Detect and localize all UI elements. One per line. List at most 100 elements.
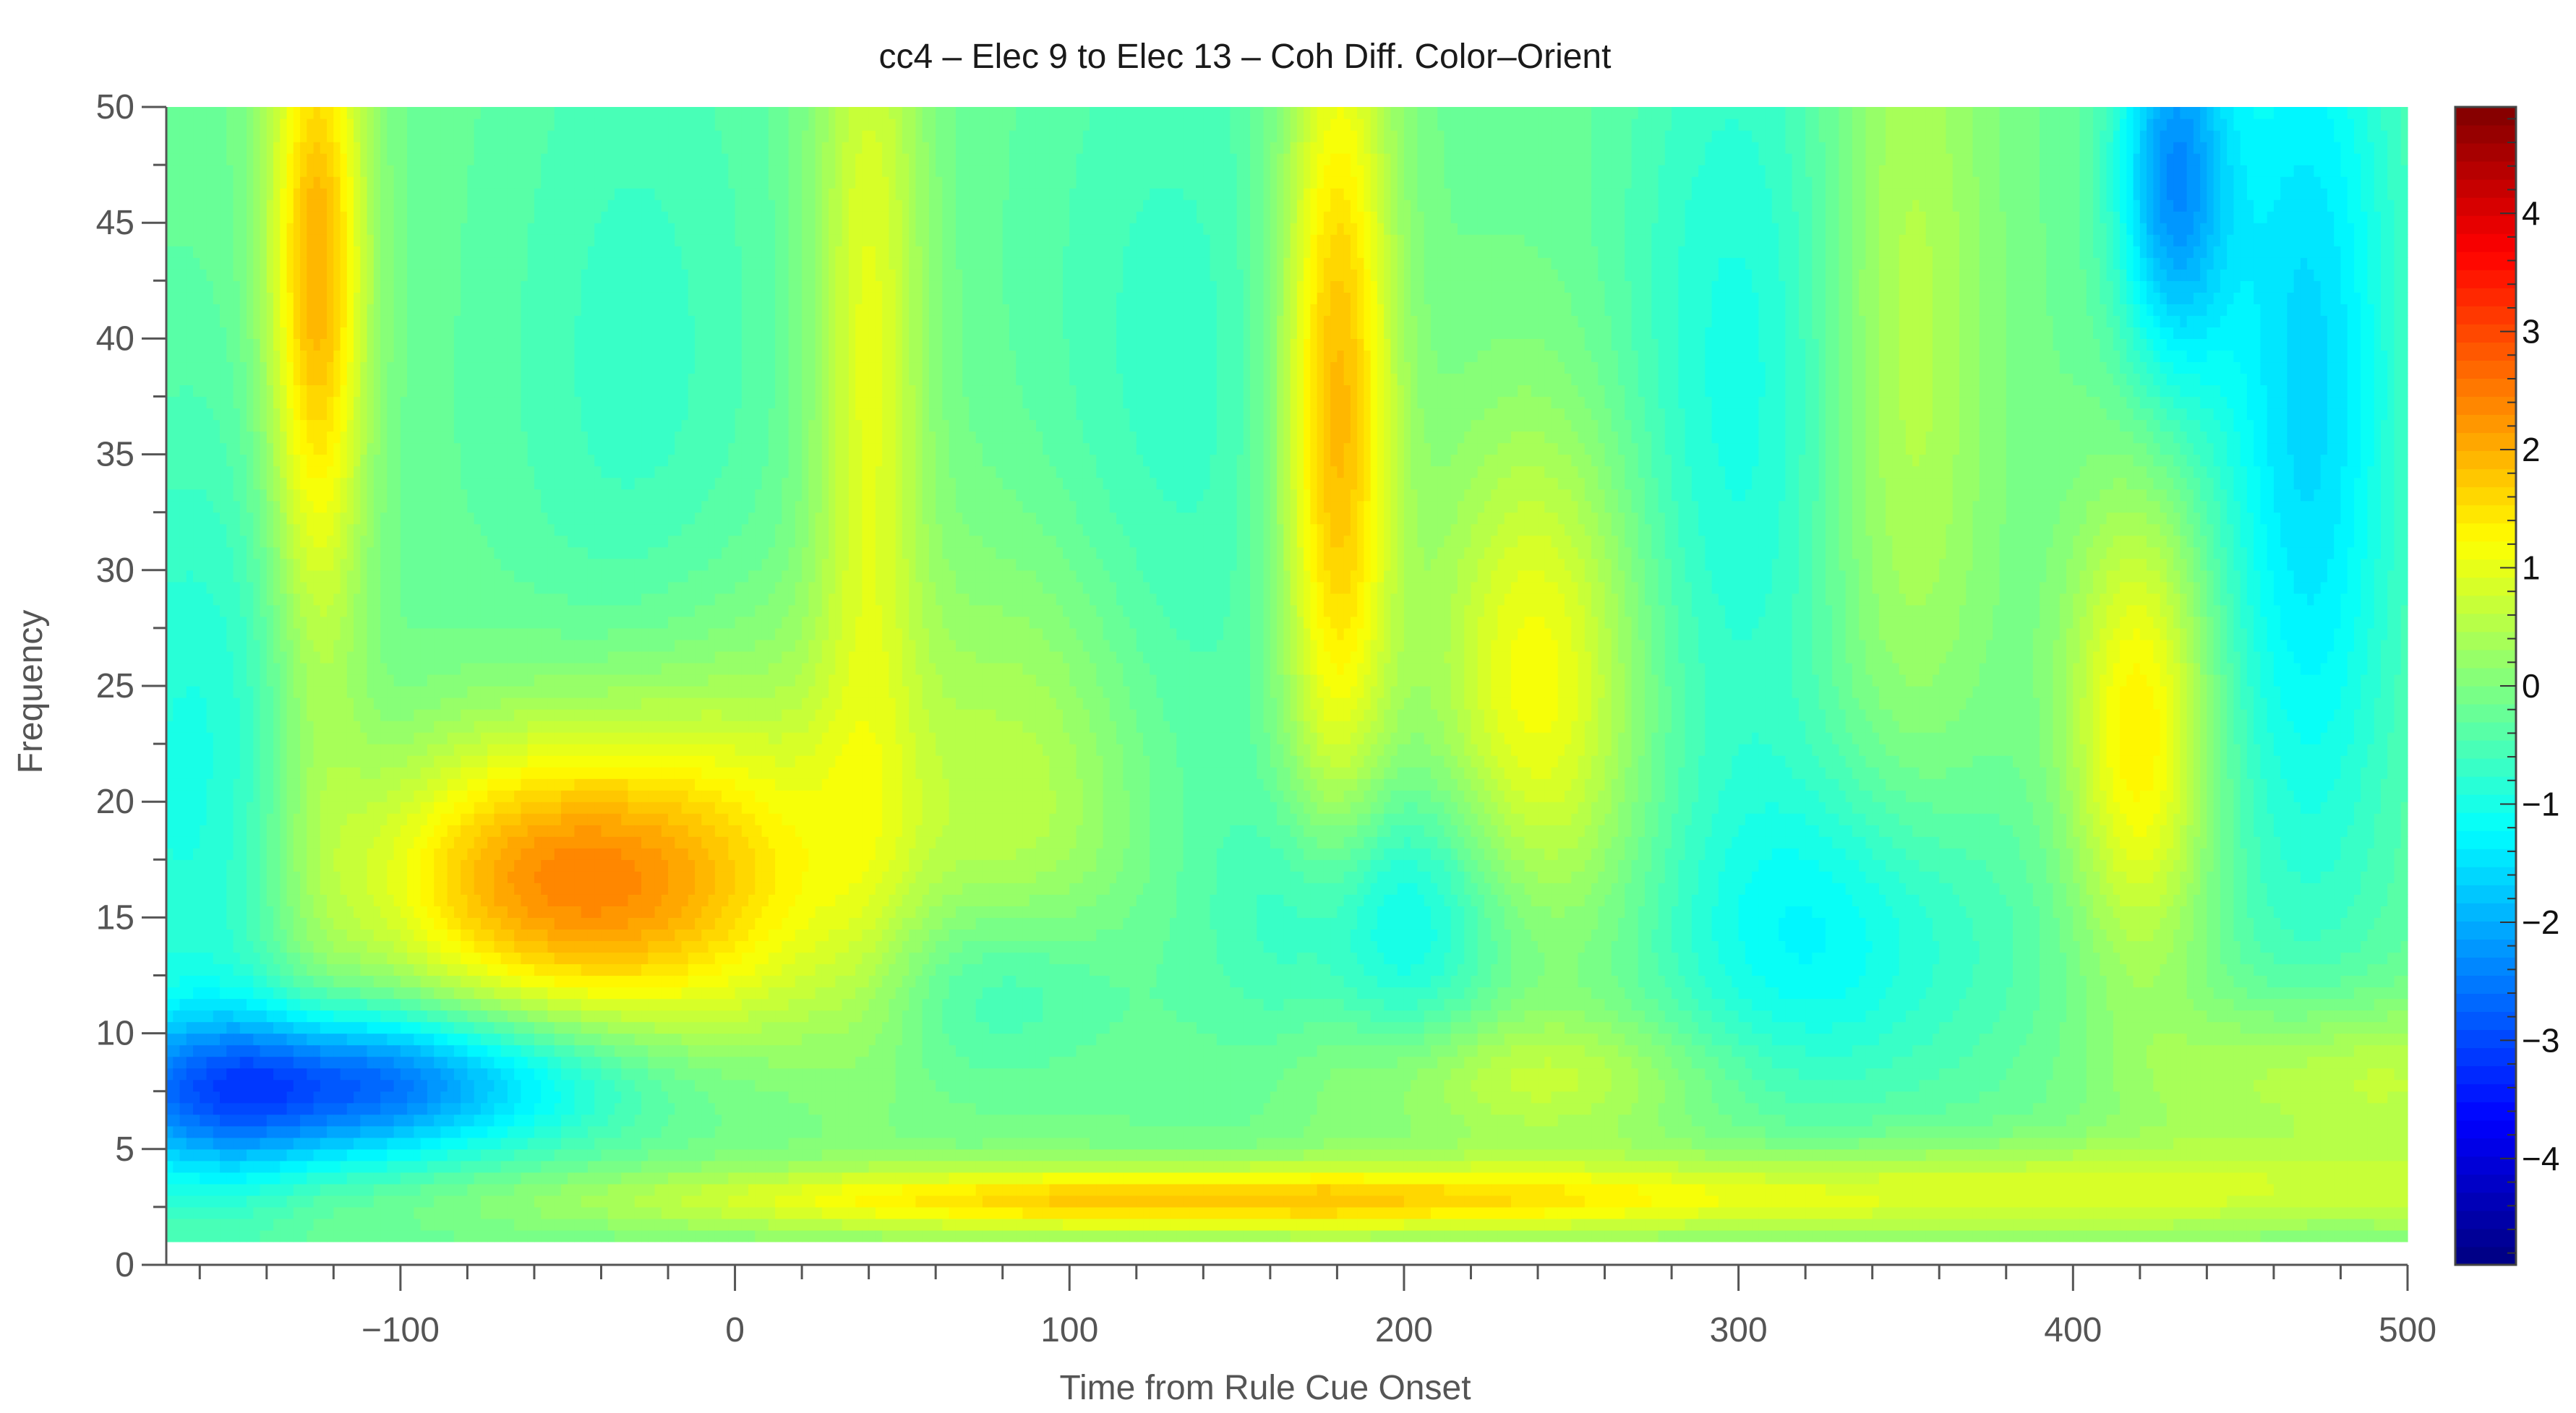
heatmap-cell	[239, 1206, 247, 1219]
heatmap-cell	[340, 199, 348, 212]
heatmap-cell	[333, 304, 341, 316]
heatmap-cell	[360, 616, 368, 629]
heatmap-cell	[447, 662, 455, 675]
heatmap-cell	[467, 477, 475, 490]
heatmap-cell	[233, 604, 241, 617]
heatmap-cell	[307, 454, 314, 467]
heatmap-cell	[494, 454, 502, 467]
heatmap-cell	[320, 119, 328, 131]
heatmap-cell	[427, 454, 435, 467]
heatmap-cell	[453, 315, 461, 327]
heatmap-cell	[213, 744, 221, 756]
heatmap-cell	[333, 465, 341, 478]
heatmap-cell	[453, 327, 461, 339]
heatmap-cell	[440, 223, 448, 235]
heatmap-cell	[300, 1206, 307, 1219]
heatmap-cell	[340, 350, 348, 363]
heatmap-cell	[333, 419, 341, 432]
heatmap-cell	[273, 142, 281, 154]
heatmap-cell	[480, 558, 488, 571]
heatmap-cell	[233, 1229, 241, 1242]
heatmap-cell	[253, 280, 261, 293]
heatmap-cell	[179, 153, 187, 166]
heatmap-cell	[233, 304, 241, 316]
heatmap-cell	[414, 755, 422, 768]
heatmap-cell	[474, 940, 482, 953]
heatmap-cell	[166, 975, 174, 988]
heatmap-cell	[239, 940, 247, 953]
heatmap-cell	[213, 442, 221, 455]
heatmap-cell	[200, 1183, 207, 1196]
heatmap-cell	[500, 813, 508, 825]
heatmap-cell	[186, 257, 194, 270]
heatmap-cell	[286, 906, 294, 918]
heatmap-cell	[414, 650, 422, 663]
heatmap-cell	[253, 188, 261, 200]
heatmap-cell	[239, 604, 247, 617]
heatmap-cell	[340, 813, 348, 825]
heatmap-cell	[360, 1091, 368, 1104]
heatmap-cell	[500, 755, 508, 768]
heatmap-cell	[186, 142, 194, 154]
heatmap-cell	[186, 975, 194, 988]
heatmap-cell	[206, 616, 214, 629]
heatmap-cell	[461, 721, 468, 733]
heatmap-cell	[313, 1229, 321, 1242]
heatmap-cell	[440, 940, 448, 953]
heatmap-cell	[239, 639, 247, 652]
heatmap-cell	[233, 142, 241, 154]
heatmap-cell	[494, 373, 502, 386]
heatmap-cell	[434, 662, 441, 675]
heatmap-cell	[273, 1102, 281, 1115]
heatmap-cell	[173, 396, 181, 409]
heatmap-cell	[440, 917, 448, 930]
heatmap-cell	[173, 778, 181, 791]
heatmap-cell	[333, 442, 341, 455]
heatmap-cell	[400, 778, 408, 791]
heatmap-cell	[367, 1148, 375, 1161]
heatmap-cell	[200, 1195, 207, 1208]
heatmap-cell	[233, 1102, 241, 1115]
heatmap-cell	[173, 998, 181, 1011]
heatmap-cell	[420, 246, 428, 258]
heatmap-cell	[387, 790, 395, 802]
heatmap-cell	[427, 442, 435, 455]
heatmap-cell	[173, 1148, 181, 1161]
heatmap-cell	[380, 906, 388, 918]
heatmap-cell	[253, 906, 261, 918]
heatmap-cell	[360, 535, 368, 548]
heatmap-cell	[239, 269, 247, 281]
heatmap-cell	[340, 119, 348, 131]
heatmap-cell	[354, 1148, 361, 1161]
heatmap-cell	[260, 1044, 268, 1057]
heatmap-cell	[494, 350, 502, 363]
heatmap-cell	[253, 1056, 261, 1069]
heatmap-cell	[173, 1229, 181, 1242]
heatmap-cell	[260, 188, 268, 200]
heatmap-cell	[280, 627, 288, 640]
heatmap-cell	[260, 1068, 268, 1081]
heatmap-cell	[273, 130, 281, 142]
heatmap-cell	[427, 489, 435, 502]
heatmap-cell	[226, 199, 234, 212]
heatmap-cell	[360, 813, 368, 825]
heatmap-cell	[173, 257, 181, 270]
heatmap-cell	[166, 1229, 174, 1242]
heatmap-cell	[186, 709, 194, 721]
heatmap-cell	[461, 1056, 468, 1069]
heatmap-cell	[373, 1021, 381, 1034]
heatmap-cell	[293, 998, 301, 1011]
heatmap-cell	[239, 512, 247, 525]
heatmap-cell	[407, 894, 414, 906]
heatmap-cell	[280, 1044, 288, 1057]
heatmap-cell	[220, 431, 227, 444]
heatmap-cell	[407, 616, 414, 629]
heatmap-cell	[313, 744, 321, 756]
heatmap-cell	[239, 650, 247, 663]
heatmap-cell	[373, 373, 381, 386]
heatmap-cell	[300, 396, 307, 409]
heatmap-cell	[239, 454, 247, 467]
heatmap-cell	[407, 269, 414, 281]
heatmap-cell	[173, 709, 181, 721]
heatmap-cell	[206, 790, 214, 802]
